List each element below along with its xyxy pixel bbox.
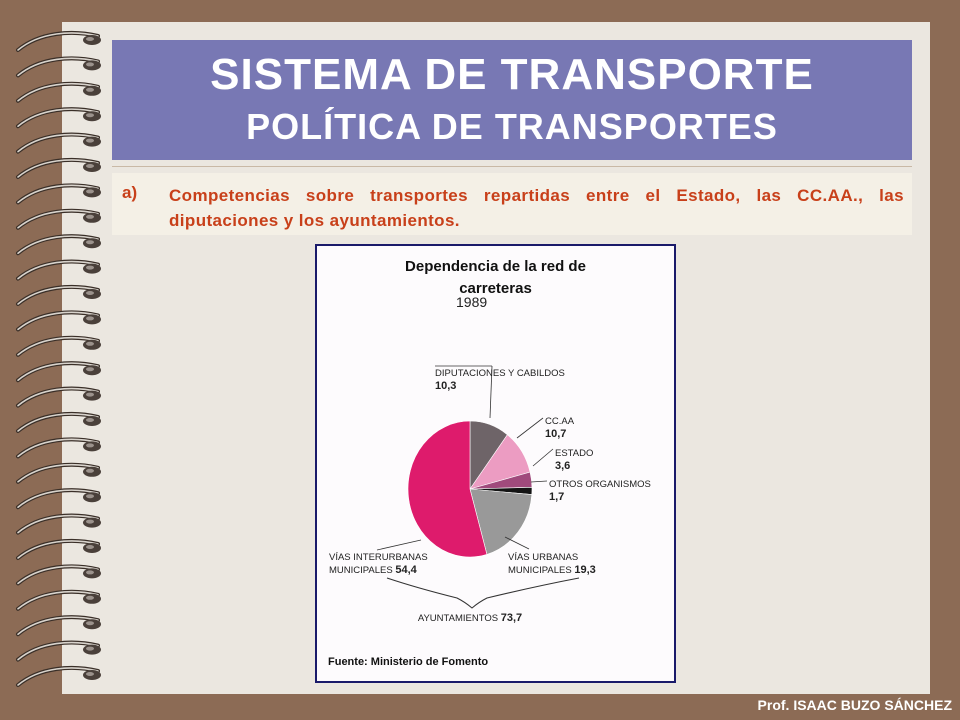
binding-ring bbox=[16, 259, 101, 281]
pie-slice-4 bbox=[469, 488, 533, 555]
label-otros-name: OTROS ORGANISMOS bbox=[549, 479, 651, 490]
binding-ring bbox=[16, 30, 101, 52]
binding-ring bbox=[16, 56, 101, 78]
label-vias-interurbanas-name2: MUNICIPALES 54,4 bbox=[329, 564, 418, 576]
binding-ring bbox=[16, 538, 101, 560]
bullet-point: a) Competencias sobre transportes repart… bbox=[112, 173, 912, 235]
label-otros-value: 1,7 bbox=[549, 491, 564, 503]
bullet-marker: a) bbox=[122, 183, 138, 202]
label-diputaciones-value: 10,3 bbox=[435, 380, 456, 392]
label-estado-name: ESTADO bbox=[555, 448, 593, 459]
leader-line-1-0 bbox=[516, 417, 544, 439]
group-label: AYUNTAMIENTOS 73,7 bbox=[418, 612, 522, 624]
leader-line-2-0 bbox=[532, 448, 554, 467]
pie-slice-5 bbox=[407, 420, 488, 558]
binding-ring bbox=[16, 411, 101, 433]
chart-source: Fuente: Ministerio de Fomento bbox=[328, 656, 489, 668]
bullet-text: Competencias sobre transportes repartida… bbox=[169, 186, 904, 230]
binding-ring bbox=[16, 81, 101, 103]
leader-line-5-0 bbox=[376, 539, 422, 551]
label-vias-urbanas-value: 19,3 bbox=[574, 564, 595, 576]
binding-ring bbox=[16, 488, 101, 510]
binding-ring bbox=[16, 132, 101, 154]
binding-ring bbox=[16, 361, 101, 383]
slide-subtitle: POLÍTICA DE TRANSPORTES bbox=[246, 106, 778, 147]
binding-ring bbox=[16, 640, 101, 662]
leader-line-0-1 bbox=[489, 365, 493, 419]
group-bracket bbox=[386, 577, 580, 609]
binding-ring bbox=[16, 107, 101, 129]
binding-ring bbox=[16, 310, 101, 332]
label-ccaa-name: CC.AA bbox=[545, 416, 575, 427]
binding-ring bbox=[16, 183, 101, 205]
label-diputaciones-name: DIPUTACIONES Y CABILDOS bbox=[435, 368, 565, 379]
group-value: 73,7 bbox=[501, 612, 522, 624]
binding-ring bbox=[16, 284, 101, 306]
binding-ring bbox=[16, 157, 101, 179]
author-footer: Prof. ISAAC BUZO SÁNCHEZ bbox=[757, 697, 952, 713]
binding-ring bbox=[16, 564, 101, 586]
binding-ring bbox=[16, 589, 101, 611]
chart-title: Dependencia de la red de carreteras bbox=[317, 256, 674, 300]
leader-line-4-0 bbox=[504, 536, 530, 550]
binding-ring bbox=[16, 234, 101, 256]
label-vias-interurbanas-value: 54,4 bbox=[395, 564, 417, 576]
chart-title-line2: carreteras bbox=[459, 280, 532, 297]
title-banner: SISTEMA DE TRANSPORTE POLÍTICA DE TRANSP… bbox=[112, 40, 912, 160]
label-ccaa-value: 10,7 bbox=[545, 428, 566, 440]
binding-ring bbox=[16, 615, 101, 637]
binding-ring bbox=[16, 437, 101, 459]
title-divider bbox=[112, 166, 912, 167]
label-vias-interurbanas-name: VÍAS INTERURBANAS bbox=[329, 552, 428, 563]
binding-ring bbox=[16, 665, 101, 687]
binding-ring bbox=[16, 335, 101, 357]
binding-ring bbox=[16, 208, 101, 230]
label-vias-urbanas-name2: MUNICIPALES 19,3 bbox=[508, 564, 596, 576]
spiral-binding bbox=[16, 30, 101, 687]
binding-ring bbox=[16, 462, 101, 484]
label-estado-value: 3,6 bbox=[555, 460, 570, 472]
leader-line-3-0 bbox=[530, 480, 548, 483]
slide-title: SISTEMA DE TRANSPORTE bbox=[210, 50, 814, 99]
label-vias-urbanas-name: VÍAS URBANAS bbox=[508, 552, 578, 563]
binding-ring bbox=[16, 386, 101, 408]
chart-title-line1: Dependencia de la red de bbox=[405, 258, 586, 275]
chart-year-label: 1989 bbox=[456, 294, 487, 310]
chart-figure: Dependencia de la red de carreteras 1989… bbox=[315, 244, 676, 683]
binding-ring bbox=[16, 513, 101, 535]
